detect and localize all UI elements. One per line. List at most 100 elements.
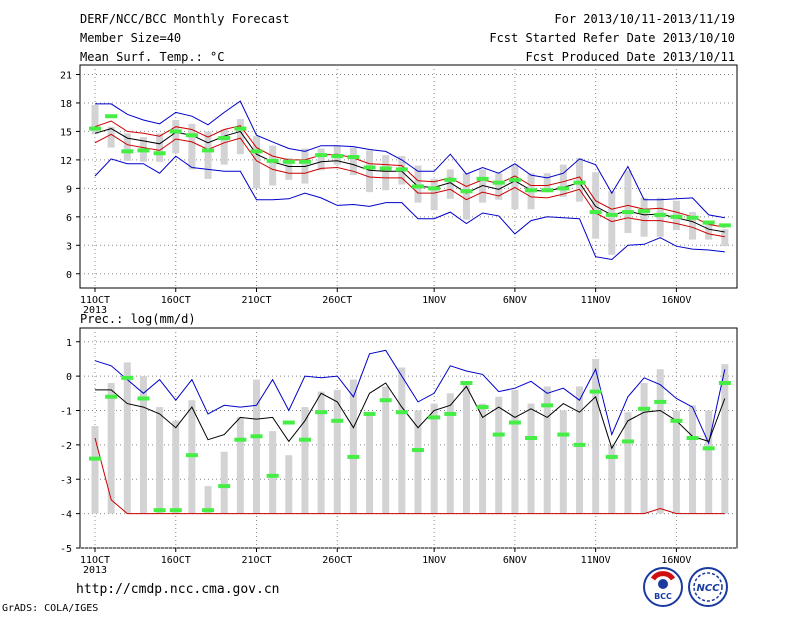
- forecast-period: For 2013/10/11-2013/11/19: [554, 12, 735, 26]
- temp-obs-marker: [298, 159, 311, 164]
- temp-ensemble-box: [430, 178, 438, 211]
- prec-ensemble-box: [301, 407, 309, 514]
- temp-obs-marker: [250, 149, 263, 154]
- prec-obs-marker: [105, 394, 118, 399]
- prec-ensemble-box: [672, 410, 680, 514]
- prec-xtick-year: 2013: [83, 565, 107, 576]
- prec-obs-marker: [331, 418, 344, 423]
- temp-obs-marker: [670, 214, 683, 219]
- temp-xtick-label: 16NOV: [661, 295, 691, 306]
- prec-obs-marker: [476, 405, 489, 410]
- temp-obs-marker: [234, 126, 247, 131]
- temp-ytick-label: 12: [60, 156, 72, 167]
- temp-ensemble-box: [285, 157, 293, 180]
- prec-spread-line: [94, 437, 725, 515]
- variable-label: Mean Surf. Temp.: °C: [80, 50, 225, 64]
- prec-obs-marker: [444, 411, 457, 416]
- temp-ytick-label: 9: [66, 184, 72, 195]
- prec-xtick-label: 11OCT: [80, 555, 110, 566]
- temp-obs-marker: [525, 188, 538, 193]
- temp-ensemble-box: [317, 148, 325, 171]
- temp-ytick-label: 18: [60, 99, 72, 110]
- prec-ensemble-box: [479, 403, 487, 514]
- prec-ensemble-box: [156, 407, 164, 514]
- temp-obs-marker: [121, 149, 134, 154]
- prec-obs-marker: [638, 406, 651, 411]
- prec-obs-marker: [202, 508, 215, 513]
- temp-ensemble-box: [253, 136, 260, 189]
- temp-obs-marker: [492, 180, 505, 185]
- prec-ensemble-box: [107, 383, 115, 514]
- prec-ensemble-box: [640, 383, 648, 514]
- prec-obs-marker: [557, 432, 570, 437]
- prec-xtick-label: 21OCT: [241, 555, 271, 566]
- prec-ensemble-box: [269, 431, 277, 514]
- bcc-logo: BCC: [643, 567, 683, 607]
- temp-obs-marker: [137, 148, 150, 153]
- prec-obs-marker: [702, 446, 715, 451]
- temp-obs-marker: [428, 186, 441, 191]
- temp-min-line: [94, 155, 725, 261]
- temp-ensemble-box: [172, 120, 180, 154]
- temp-obs-marker: [331, 154, 344, 159]
- source-url[interactable]: http://cmdp.ncc.cma.gov.cn: [76, 582, 280, 597]
- prec-ensemble-box: [349, 379, 357, 514]
- temp-spread-upper-line: [94, 120, 725, 228]
- temp-ensemble-box: [414, 165, 422, 203]
- prec-obs-marker: [670, 418, 683, 423]
- temp-obs-marker: [589, 210, 602, 215]
- prec-ensemble-box: [382, 386, 390, 514]
- prec-xtick-label: 26OCT: [322, 555, 352, 566]
- prec-label: Prec.: log(mm/d): [80, 312, 196, 326]
- temp-obs-marker: [315, 153, 328, 158]
- temp-xtick-label: 21OCT: [241, 295, 271, 306]
- temp-ensemble-box: [269, 145, 277, 186]
- temp-obs-marker: [718, 223, 731, 228]
- prec-obs-marker: [686, 436, 699, 440]
- temp-ensemble-box: [156, 133, 164, 162]
- temp-obs-marker: [89, 126, 101, 131]
- temp-xtick-label: 11NOV: [581, 295, 611, 306]
- temp-obs-marker: [218, 136, 231, 141]
- prec-obs-marker: [250, 434, 263, 439]
- temp-ensemble-box: [123, 133, 131, 161]
- temp-ensemble-box: [656, 197, 664, 237]
- temp-obs-marker: [638, 209, 651, 214]
- temp-max-line: [95, 100, 725, 219]
- prec-obs-marker: [153, 508, 166, 513]
- prec-xtick-label: 16NOV: [661, 555, 691, 566]
- prec-ensemble-box: [253, 379, 260, 514]
- prec-obs-marker: [525, 436, 538, 440]
- prec-ensemble-box: [139, 376, 147, 514]
- temp-ensemble-box: [446, 169, 454, 199]
- temp-obs-marker: [185, 133, 198, 138]
- prec-obs-marker: [718, 381, 731, 385]
- prec-ensemble-box: [317, 391, 325, 514]
- temp-obs-marker: [476, 176, 489, 181]
- temp-ensemble-box: [220, 129, 228, 165]
- prec-ensemble-box: [705, 410, 713, 514]
- temp-ensemble-box: [366, 150, 374, 193]
- temp-obs-marker: [347, 155, 360, 160]
- prec-obs-marker: [266, 473, 279, 478]
- prec-obs-marker: [121, 375, 134, 380]
- temp-ensemble-box: [495, 173, 503, 200]
- temp-ensemble-box: [721, 229, 729, 247]
- temp-ensemble-box: [91, 104, 99, 135]
- temp-obs-marker: [169, 129, 182, 134]
- prec-ensemble-box: [236, 417, 244, 514]
- temp-ensemble-box: [576, 157, 583, 202]
- prec-ensemble-box: [592, 358, 600, 514]
- prec-ensemble-box: [446, 393, 454, 514]
- temp-obs-marker: [621, 210, 634, 215]
- prec-obs-marker: [137, 396, 150, 401]
- temp-ytick-label: 6: [66, 213, 72, 224]
- temp-xtick-label: 6NOV: [503, 295, 527, 306]
- prec-ensemble-box: [559, 410, 567, 514]
- temp-ensemble-box: [236, 119, 244, 155]
- prec-obs-marker: [282, 420, 295, 425]
- temp-ensemble-box: [107, 126, 115, 148]
- svg-text:BCC: BCC: [654, 592, 672, 601]
- temp-mean-line: [94, 128, 725, 233]
